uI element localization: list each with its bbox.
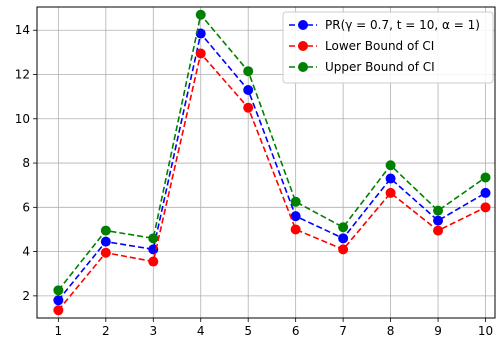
- data-point: [100, 236, 111, 247]
- x-tick-label: 10: [478, 324, 493, 338]
- legend-item: PR(γ = 0.7, t = 10, α = 1): [289, 18, 480, 32]
- data-point: [100, 247, 111, 258]
- x-tick-label: 1: [55, 324, 63, 338]
- data-point: [243, 102, 254, 113]
- data-point: [195, 48, 206, 59]
- legend: PR(γ = 0.7, t = 10, α = 1) Lower Bound of…: [282, 11, 494, 84]
- plot-frame: [36, 6, 496, 319]
- y-tick-label: 6: [22, 200, 30, 214]
- data-point: [290, 196, 301, 207]
- series-line: [57, 12, 486, 291]
- x-tick-label: 8: [387, 324, 395, 338]
- y-tick-label: 14: [15, 23, 30, 37]
- data-point: [195, 28, 206, 39]
- series-line: [57, 51, 486, 311]
- data-point: [243, 85, 254, 96]
- legend-box: [282, 11, 494, 84]
- x-tick-label: 2: [102, 324, 110, 338]
- data-point: [480, 202, 491, 213]
- data-point: [385, 173, 396, 184]
- x-tick-label: 5: [244, 324, 252, 338]
- data-point: [433, 215, 444, 226]
- data-point: [338, 244, 349, 255]
- data-point: [480, 187, 491, 198]
- legend-marker: [298, 62, 308, 72]
- data-point: [148, 233, 159, 244]
- legend-label: Lower Bound of CI: [325, 39, 434, 53]
- data-point: [385, 160, 396, 171]
- data-point: [243, 66, 254, 77]
- data-point: [195, 9, 206, 20]
- x-tick-label: 3: [149, 324, 157, 338]
- series-line: [57, 31, 486, 301]
- data-point: [148, 256, 159, 267]
- x-tick-label: 9: [434, 324, 442, 338]
- legend-label: PR(γ = 0.7, t = 10, α = 1): [325, 18, 480, 32]
- y-tick-label: 4: [22, 245, 30, 259]
- series-0: [53, 28, 491, 306]
- series-2: [53, 9, 491, 296]
- data-point: [148, 244, 159, 255]
- x-tick-label: 6: [292, 324, 300, 338]
- data-point: [480, 172, 491, 183]
- data-point: [433, 205, 444, 216]
- x-tick-label: 4: [197, 324, 205, 338]
- data-point: [100, 225, 111, 236]
- legend-marker: [298, 20, 308, 30]
- legend-item: Upper Bound of CI: [289, 60, 435, 74]
- data-point: [53, 305, 64, 316]
- data-point: [290, 224, 301, 235]
- data-point: [338, 233, 349, 244]
- legend-item: Lower Bound of CI: [289, 39, 434, 53]
- x-tick-label: 7: [339, 324, 347, 338]
- data-point: [53, 285, 64, 296]
- data-point: [433, 225, 444, 236]
- y-tick-label: 8: [22, 156, 30, 170]
- data-point: [290, 211, 301, 222]
- legend-label: Upper Bound of CI: [325, 60, 435, 74]
- series-1: [53, 48, 491, 316]
- data-point: [338, 222, 349, 233]
- series-group: [53, 9, 491, 316]
- data-point: [53, 295, 64, 306]
- data-point: [385, 187, 396, 198]
- legend-marker: [298, 41, 308, 51]
- y-tick-label: 10: [15, 112, 30, 126]
- y-tick-label: 12: [15, 68, 30, 82]
- y-tick-label: 2: [22, 289, 30, 303]
